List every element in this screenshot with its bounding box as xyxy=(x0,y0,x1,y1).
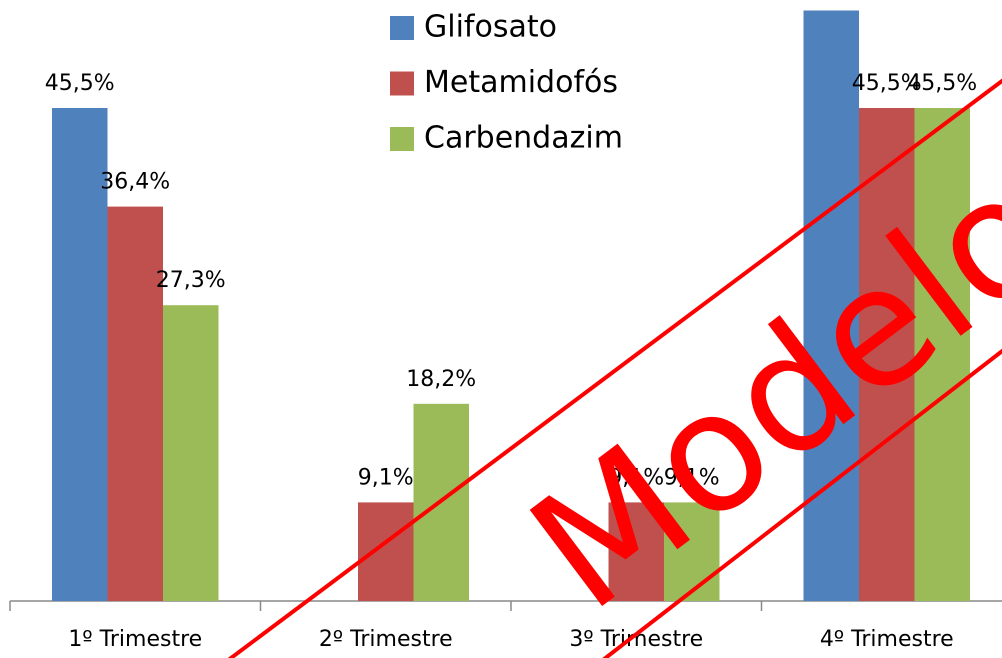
data-label: 18,2% xyxy=(406,367,476,392)
data-label: 9,1% xyxy=(608,465,664,490)
bar xyxy=(107,206,163,601)
bar xyxy=(608,502,664,601)
x-tick-label: 3º Trimestre xyxy=(569,627,703,652)
data-label: 9,1% xyxy=(664,465,720,490)
x-tick-label: 2º Trimestre xyxy=(319,627,453,652)
bar xyxy=(859,108,915,601)
data-label: 9,1% xyxy=(358,465,414,490)
legend-swatch xyxy=(390,16,414,40)
legend-label: Metamidofós xyxy=(424,65,618,100)
data-label: 36,4% xyxy=(100,170,170,195)
legend-label: Carbendazim xyxy=(424,121,623,156)
data-label: 45,5% xyxy=(907,71,977,96)
bar xyxy=(803,10,859,602)
bar xyxy=(358,502,414,601)
legend-swatch xyxy=(390,127,414,151)
legend-swatch xyxy=(390,71,414,96)
data-label: 27,3% xyxy=(156,268,226,293)
data-label: 45,5% xyxy=(45,71,115,96)
bar xyxy=(163,305,219,601)
watermark-line xyxy=(227,78,1002,658)
x-tick-label: 4º Trimestre xyxy=(820,627,954,652)
data-label: 45,5% xyxy=(852,71,922,96)
bar xyxy=(664,502,720,601)
legend-label: Glifosato xyxy=(424,10,557,45)
bar xyxy=(914,108,970,601)
x-tick-label: 1º Trimestre xyxy=(68,627,202,652)
watermark-line xyxy=(602,348,1002,658)
bar xyxy=(52,108,108,601)
